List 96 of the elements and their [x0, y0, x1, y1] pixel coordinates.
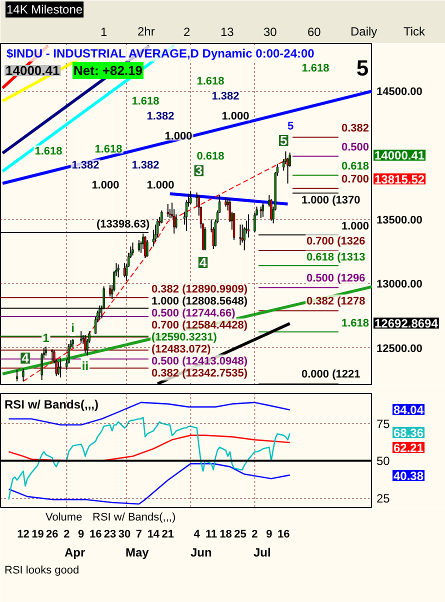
annotation: 4 — [199, 254, 208, 270]
text: 12692.8694 — [374, 316, 438, 331]
x-tick-label: 9 — [266, 528, 272, 540]
x-tick-label: 16 — [278, 528, 290, 540]
annotation: 1.618 — [196, 76, 224, 88]
annotation: 0.700 — [342, 174, 370, 186]
text: RSI looks good — [4, 564, 80, 576]
text: Jun — [190, 546, 212, 560]
annotation: Net: +82.19 — [74, 63, 143, 78]
annotation: 0.500 — [342, 142, 370, 154]
annotation: 3 — [195, 163, 203, 178]
annotation: 1.382 — [212, 90, 240, 102]
annotation: 5 — [287, 120, 294, 132]
annotation: 1.618 — [34, 146, 62, 158]
x-tick-label: 11 — [205, 528, 218, 540]
annotation: 1.382 — [72, 160, 100, 172]
annotation: 5 — [356, 56, 369, 80]
text: RSI w/ Bands(,,,) — [92, 512, 176, 524]
ref-line-label: 0.700 (12584.4428) — [152, 320, 248, 332]
x-tick-label: 9 — [78, 528, 84, 540]
annotation: 1.618 — [302, 62, 330, 74]
text: 1 — [100, 25, 108, 39]
ref-line-label: 1.000 (12808.5648) — [152, 296, 248, 308]
x-tick-label: 7 — [136, 528, 142, 540]
annotation: 0.382 (1278 — [306, 296, 366, 308]
annotation: 5 — [280, 132, 288, 148]
annotation: 1.618 — [132, 96, 160, 108]
x-tick-label: 25 — [234, 528, 246, 540]
y-tick-label: 13500.00 — [376, 214, 422, 226]
x-tick-label: 14 — [147, 528, 160, 540]
ref-line-label: 0.382 (12342.7535) — [152, 368, 248, 380]
text: 68.36 — [394, 426, 424, 440]
text: Volume — [46, 512, 82, 524]
y-tick-label: 12500.00 — [376, 342, 422, 355]
annotation: 0.000 (1221 — [302, 368, 360, 380]
x-tick-label: 19 — [32, 528, 44, 540]
annotation: 4 — [22, 350, 30, 366]
text: 40.38 — [394, 469, 424, 483]
annotation: 1.000 — [342, 220, 370, 232]
ref-line-label: (12483.072) — [152, 344, 212, 356]
annotation: 14000.41 — [6, 63, 60, 78]
annotation: 1.000 (1370 — [302, 194, 360, 206]
y-tick-label: 14500.00 — [376, 86, 422, 98]
x-tick-label: 30 — [118, 528, 131, 540]
text: 30 — [264, 25, 278, 39]
x-tick-label: 4 — [194, 528, 201, 540]
annotation: 1 — [42, 331, 50, 346]
text: Jul — [254, 546, 271, 560]
text: 84.04 — [394, 403, 424, 417]
annotation: 1.000 — [92, 180, 120, 192]
x-tick-label: 18 — [220, 528, 232, 540]
text: 60 — [308, 25, 322, 39]
y-tick-label: 50 — [376, 454, 390, 468]
annotation: 1.000 — [164, 130, 192, 142]
annotation: 1.382 — [132, 160, 160, 172]
ref-line-label: (12590.3231) — [152, 332, 218, 344]
x-tick-label: 23 — [104, 528, 116, 540]
text: 13 — [220, 25, 234, 39]
annotation: 0.618 (1313 — [306, 252, 366, 264]
annotation: 1.618 — [94, 144, 122, 156]
y-tick-label: 75 — [376, 416, 390, 431]
text: 13815.52 — [374, 172, 425, 186]
text: Apr — [64, 546, 86, 560]
x-tick-label: 16 — [89, 528, 102, 540]
x-tick-label: 26 — [46, 528, 58, 540]
ref-line-label: 0.500 (12413.0948) — [152, 356, 248, 368]
ref-line-label: 0.382 (12890.9909) — [152, 284, 248, 296]
chart-title: 14K Milestone — [6, 2, 83, 16]
text: Tick — [404, 24, 426, 38]
text: 14000.41 — [374, 148, 425, 163]
y-tick-label: 13000.00 — [376, 278, 422, 291]
chart-title: RSI w/ Bands(,,,) — [4, 398, 99, 412]
annotation: 0.618 — [196, 150, 224, 162]
y-tick-label: 25 — [376, 492, 390, 506]
x-tick-label: 2 — [64, 528, 70, 540]
x-tick-label: 21 — [162, 528, 174, 540]
ref-line-label: (13398.63) — [96, 218, 150, 230]
annotation: 0.382 — [342, 122, 370, 134]
text: Daily — [350, 24, 378, 38]
annotation: i — [71, 320, 75, 335]
annotation: 1.382 — [146, 110, 174, 122]
text: 2hr — [138, 24, 155, 38]
annotation: 1.618 — [342, 318, 370, 330]
chart-subtitle: $INDU - INDUSTRIAL AVERAGE,D Dynamic 0:00-24:00 — [6, 46, 315, 60]
x-tick-label: 2 — [252, 528, 258, 540]
text: May — [126, 546, 150, 560]
ref-line-label: 0.500 (12744.66) — [152, 308, 236, 320]
text: 62.21 — [394, 441, 424, 455]
annotation: 1.000 — [222, 110, 250, 122]
annotation: 1.000 — [146, 180, 174, 192]
x-tick-label: 12 — [17, 528, 30, 540]
annotation: ii — [82, 358, 89, 373]
annotation: 0.618 — [342, 160, 370, 172]
annotation: 0.700 (1326 — [306, 236, 366, 248]
annotation: 0.500 (1296 — [306, 272, 366, 284]
text: 2 — [184, 25, 190, 39]
